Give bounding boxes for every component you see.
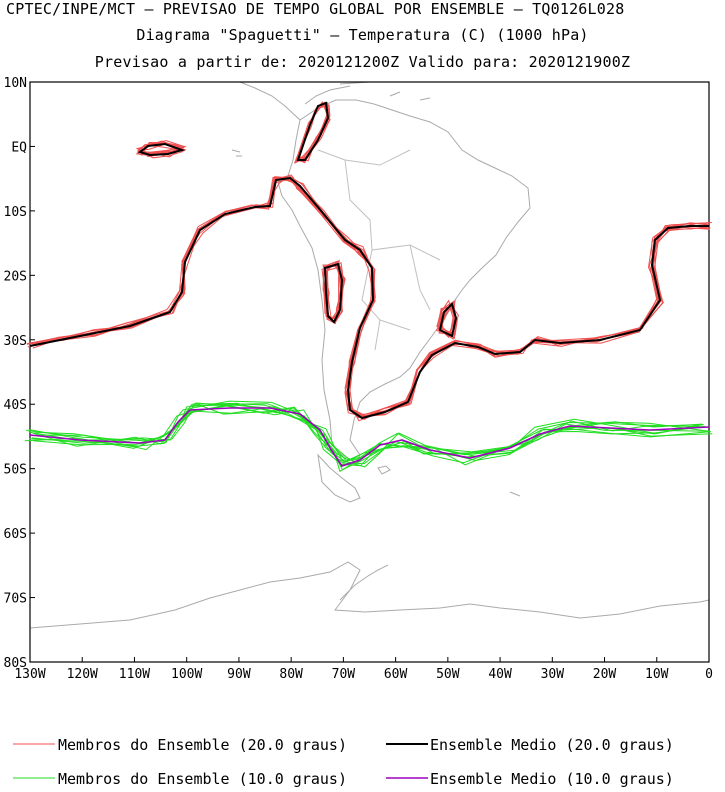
lat-label: 10S [4,205,27,220]
member-20c-contour [28,177,709,418]
lon-label: 20W [593,667,617,682]
lon-label: 50W [436,667,460,682]
mean-20c-main [29,176,709,420]
lat-label: 20S [4,269,27,284]
mean-20c-andes-island [323,262,344,324]
lat-label: EQ [11,140,27,155]
members-10c [24,400,713,473]
legend-label-members-20c: Membros do Ensemble (20.0 graus) [58,736,347,754]
member-20c-contour [32,177,708,417]
lon-label: 100W [171,667,202,682]
lat-label: 80S [4,656,27,671]
lon-label: 60W [384,667,408,682]
member-20c-contour [26,175,710,419]
south-georgia-coast [509,491,521,497]
lon-label: 0 [705,667,713,682]
lon-label: 90W [227,667,251,682]
tierra-del-fuego [317,453,361,503]
member-20c-contour [28,176,707,416]
member-20c-contour [31,176,707,416]
legend-label-mean-10c: Ensemble Medio (10.0 graus) [430,770,674,788]
member-20c-contour [27,178,707,417]
legend: Membros do Ensemble (20.0 graus) Ensembl… [13,736,674,788]
member-20c-contour [322,265,346,321]
central-america-coast [239,81,351,121]
galapagos [231,149,242,157]
members-20c [26,101,712,422]
lon-label: 30W [541,667,565,682]
mean-20c-peru [296,101,330,161]
south-america-coast [277,99,531,463]
title-line-2: Diagrama "Spaguetti" – Temperatura (C) (… [136,26,589,44]
lon-label: 130W [14,667,45,682]
mean-20c-pacific-island [137,142,186,157]
lon-label: 10W [645,667,669,682]
lat-label: 40S [4,398,27,413]
member-20c-contour [29,176,710,419]
title-line-3: Previsao a partir de: 2020121200Z Valido… [94,53,631,71]
mean-20c-paraguay [438,302,458,338]
member-20c-contour [26,174,711,421]
coastlines [29,81,710,629]
lat-label: 60S [4,527,27,542]
lat-label: 10N [4,76,27,91]
lat-label: 50S [4,463,27,478]
lat-label: 30S [4,334,27,349]
lon-label: 80W [279,667,303,682]
member-10c-contour [29,400,704,468]
falklands-coast [377,465,391,475]
lon-label: 40W [488,667,512,682]
plot-frame [29,81,710,663]
lon-label: 120W [67,667,98,682]
lat-label: 70S [4,592,27,607]
member-20c-contour [29,177,708,417]
member-10c-contour [31,404,704,464]
legend-label-members-10c: Membros do Ensemble (10.0 graus) [58,770,347,788]
antarctic-peninsula [339,564,389,601]
mean-10c [29,407,710,467]
lon-label: 110W [119,667,150,682]
title-line-1: CPTEC/INPE/MCT – PREVISAO DE TEMPO GLOBA… [6,0,625,18]
lon-label: 70W [332,667,356,682]
mean-20c [29,101,709,420]
member-20c-contour [27,177,712,422]
antarctica-coast [29,561,710,629]
legend-label-mean-20c: Ensemble Medio (20.0 graus) [430,736,674,754]
caribbean-coast [339,81,431,101]
